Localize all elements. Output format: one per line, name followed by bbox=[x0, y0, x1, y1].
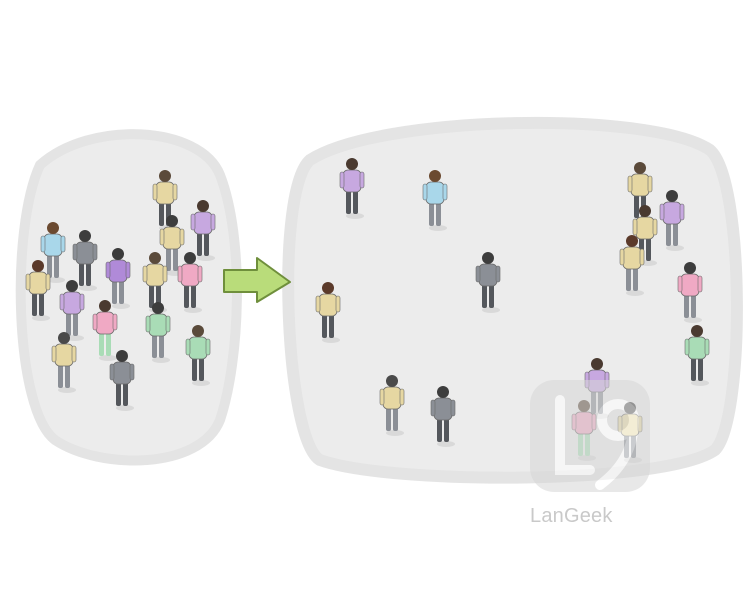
person-figure bbox=[25, 260, 51, 321]
person-figure bbox=[190, 200, 216, 261]
person-figure bbox=[109, 350, 135, 411]
person-figure bbox=[145, 302, 171, 363]
person-figure bbox=[475, 252, 501, 313]
person-figure bbox=[422, 170, 448, 231]
person-figure bbox=[51, 332, 77, 393]
person-figure bbox=[105, 248, 131, 309]
person-figure bbox=[339, 158, 365, 219]
person-figure bbox=[684, 325, 710, 386]
person-figure bbox=[159, 215, 185, 276]
person-figure bbox=[177, 252, 203, 313]
person-figure bbox=[92, 300, 118, 361]
langeek-logo-icon bbox=[530, 380, 650, 492]
person-figure bbox=[619, 235, 645, 296]
person-figure bbox=[659, 190, 685, 251]
person-figure bbox=[40, 222, 66, 283]
crowd-left bbox=[25, 170, 216, 411]
person-figure bbox=[379, 375, 405, 436]
person-figure bbox=[59, 280, 85, 341]
person-figure bbox=[185, 325, 211, 386]
person-figure bbox=[72, 230, 98, 291]
arrow-right-icon bbox=[223, 257, 291, 303]
person-figure bbox=[315, 282, 341, 343]
person-figure bbox=[677, 262, 703, 323]
crowded-area bbox=[15, 129, 242, 466]
person-figure bbox=[430, 386, 456, 447]
watermark-brand-text: LanGeek bbox=[530, 505, 613, 527]
